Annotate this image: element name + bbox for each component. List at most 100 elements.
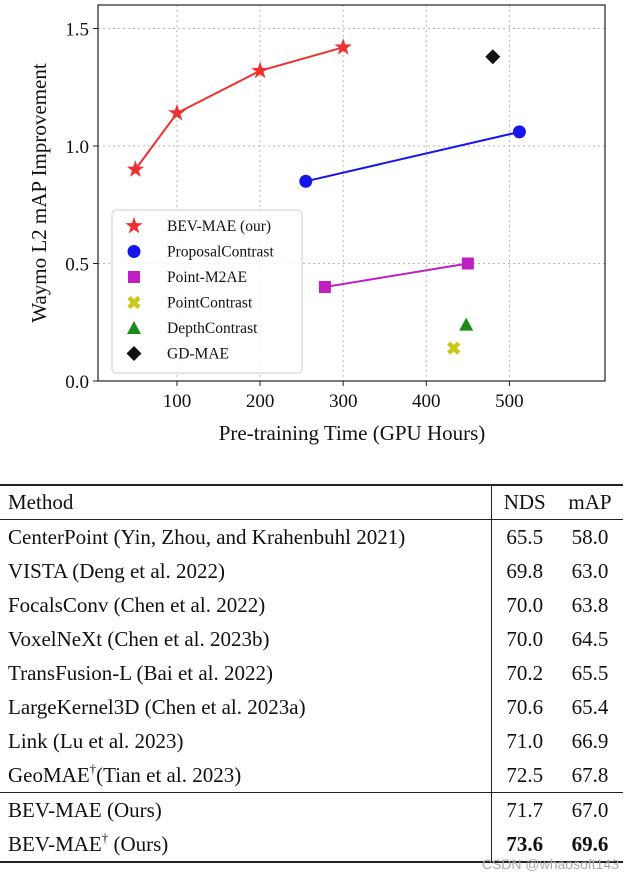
cell-nds: 71.0	[506, 728, 544, 753]
method-citation: (Ours)	[108, 831, 169, 856]
cell-method: Link (Lu et al. 2023)	[0, 724, 493, 758]
data-point-1-1	[512, 125, 526, 139]
cell-nds: 70.6	[506, 694, 544, 719]
cell-method: VISTA (Deng et al. 2022)	[0, 554, 493, 588]
legend-label-3: PointContrast	[167, 295, 253, 312]
cell-map: 69.6	[571, 831, 609, 856]
y-tick-label-1: 1.0	[65, 137, 89, 158]
data-point-3-0-stroke-b	[447, 341, 461, 355]
table-header-row: Method NDS mAP	[0, 485, 623, 520]
method-name: VoxelNeXt (Chen et al. 2023b)	[8, 626, 270, 651]
cell-map: 67.8	[571, 762, 609, 787]
cell-map: 65.4	[571, 694, 609, 719]
cell-map: 63.0	[571, 558, 609, 583]
cell-nds: 71.7	[506, 797, 544, 822]
series-0	[126, 38, 352, 177]
data-point-5-0	[485, 49, 501, 65]
x-tick-label-400: 400	[412, 391, 441, 412]
table-row: VoxelNeXt (Chen et al. 2023b) 70.0 64.5	[0, 622, 623, 656]
legend-marker-1	[127, 245, 141, 258]
x-axis-label: Pre-training Time (GPU Hours)	[219, 421, 486, 445]
cell-map: 65.5	[571, 660, 609, 685]
series-3	[447, 341, 461, 355]
dagger-mark: †	[89, 760, 97, 776]
series-line-2	[324, 262, 469, 288]
legend-marker-5	[126, 346, 142, 361]
cell-method: FocalsConv (Chen et al. 2022)	[0, 588, 493, 622]
dagger-mark: †	[101, 829, 109, 845]
legend-label-5: GD-MAE	[167, 346, 229, 363]
series-4	[459, 317, 474, 331]
method-name: TransFusion-L (Bai et al. 2022)	[8, 660, 274, 685]
cell-map: 58.0	[571, 524, 609, 549]
series-1	[299, 125, 526, 188]
series-line-1	[305, 130, 520, 183]
header-map: mAP	[568, 490, 612, 514]
data-point-2-1	[461, 257, 474, 270]
legend-marker-4	[127, 321, 141, 334]
method-citation: (Tian et al. 2023)	[96, 762, 242, 787]
watermark: CSDN @whaosoft143	[481, 856, 619, 872]
table-row: FocalsConv (Chen et al. 2022) 70.0 63.8	[0, 588, 623, 622]
data-point-0-1	[168, 103, 186, 121]
cell-method: CenterPoint (Yin, Zhou, and Krahenbuhl 2…	[0, 519, 493, 554]
table-row: CenterPoint (Yin, Zhou, and Krahenbuhl 2…	[0, 519, 623, 554]
cell-method: LargeKernel3D (Chen et al. 2023a)	[0, 690, 493, 724]
cell-method: VoxelNeXt (Chen et al. 2023b)	[0, 622, 493, 656]
method-name: BEV-MAE	[8, 831, 102, 856]
method-name: BEV-MAE (Ours)	[8, 797, 162, 822]
method-name: GeoMAE	[8, 762, 90, 787]
plot-frame	[97, 4, 606, 382]
data-point-1-0	[299, 174, 313, 188]
cell-map: 64.5	[571, 626, 609, 651]
cell-nds: 70.0	[506, 592, 544, 617]
axis-ticks: 100 200 300 400 500 0.0 0.5 1.0 1.5	[65, 20, 523, 413]
method-name: VISTA (Deng et al. 2022)	[8, 558, 226, 583]
y-tick-label-1.5: 1.5	[65, 20, 89, 41]
legend-label-1: ProposalContrast	[167, 244, 274, 261]
data-point-4-0	[459, 317, 474, 331]
method-name: Link (Lu et al. 2023)	[8, 728, 184, 753]
scatter-chart: 100 200 300 400 500 0.0 0.5 1.0 1.5 Pre-training…	[27, 4, 606, 445]
cell-map: 63.8	[571, 592, 609, 617]
cell-map: 66.9	[571, 728, 609, 753]
data-point-0-3	[334, 38, 352, 55]
results-table: Method NDS mAP CenterPoint (Yin, Zhou, a…	[0, 484, 623, 863]
header-nds: NDS	[503, 490, 546, 514]
data-series	[126, 38, 526, 355]
x-tick-label-300: 300	[329, 391, 358, 412]
data-point-2-0	[318, 281, 331, 293]
table-row: GeoMAE†(Tian et al. 2023) 72.5 67.8	[0, 758, 623, 793]
data-point-3-0	[447, 341, 461, 355]
cell-nds: 65.5	[506, 524, 544, 549]
table-row: VISTA (Deng et al. 2022) 69.8 63.0	[0, 554, 623, 588]
method-name: LargeKernel3D (Chen et al. 2023a)	[8, 694, 306, 719]
cell-method: BEV-MAE (Ours)	[0, 792, 493, 827]
series-line-0	[134, 46, 344, 171]
legend-marker-0	[125, 216, 143, 234]
method-name: CenterPoint (Yin, Zhou, and Krahenbuhl 2…	[8, 524, 406, 549]
cell-nds: 69.8	[506, 558, 544, 583]
cell-nds: 70.2	[506, 660, 544, 685]
series-5	[485, 49, 501, 65]
legend-box	[111, 209, 303, 374]
cell-nds: 72.5	[506, 762, 544, 787]
cell-method: TransFusion-L (Bai et al. 2022)	[0, 656, 493, 690]
legend-label-4: DepthContrast	[167, 320, 258, 337]
series-2	[318, 257, 474, 293]
cell-nds: 70.0	[506, 626, 544, 651]
table-row: TransFusion-L (Bai et al. 2022) 70.2 65.5	[0, 656, 623, 690]
legend-marker-3	[127, 295, 141, 310]
cell-method: GeoMAE†(Tian et al. 2023)	[0, 758, 493, 793]
x-tick-label-200: 200	[246, 391, 275, 412]
table-row: BEV-MAE (Ours) 71.7 67.0	[0, 792, 623, 827]
x-tick-label-100: 100	[163, 391, 192, 412]
data-point-0-2	[251, 61, 269, 79]
header-method: Method	[0, 485, 493, 520]
x-tick-label-500: 500	[495, 391, 524, 412]
legend-marker-2	[128, 271, 140, 283]
legend-label-0: BEV-MAE (our)	[167, 218, 271, 235]
data-point-0-0	[126, 160, 145, 177]
cell-nds: 73.6	[506, 831, 544, 856]
table-row: Link (Lu et al. 2023) 71.0 66.9	[0, 724, 623, 758]
